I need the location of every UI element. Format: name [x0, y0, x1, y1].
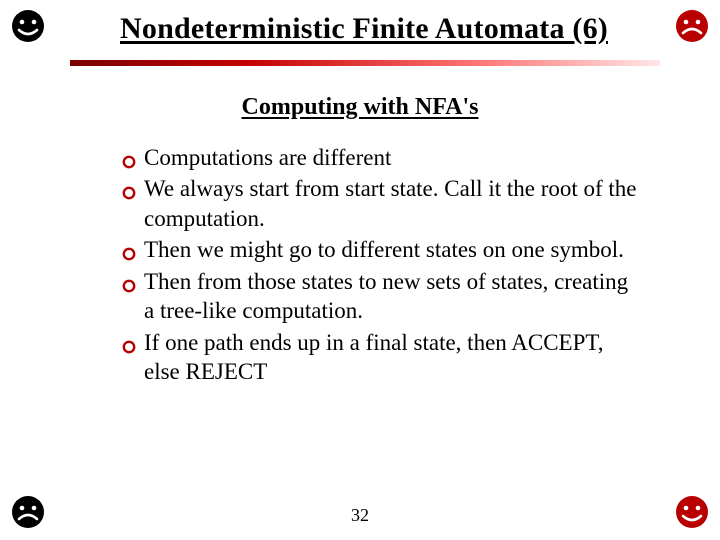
corner-icon-top-left	[10, 8, 46, 44]
list-item-text: We always start from start state. Call i…	[144, 176, 637, 230]
list-item-text: If one path ends up in a final state, th…	[144, 330, 603, 384]
list-item-text: Then we might go to different states on …	[144, 237, 624, 262]
bullet-icon	[122, 147, 136, 161]
slide-title: Nondeterministic Finite Automata (6)	[88, 12, 640, 46]
bullet-icon	[122, 178, 136, 192]
title-wrap: Nondeterministic Finite Automata (6)	[88, 12, 640, 46]
title-underline-rule	[70, 60, 660, 66]
list-item-text: Computations are different	[144, 145, 391, 170]
list-item: Then we might go to different states on …	[122, 235, 638, 264]
list-item: Computations are different	[122, 143, 638, 172]
bullet-icon	[122, 271, 136, 285]
bullet-list: Computations are different We always sta…	[122, 143, 638, 387]
bullet-icon	[122, 239, 136, 253]
corner-icon-top-right	[674, 8, 710, 44]
list-item-text: Then from those states to new sets of st…	[144, 269, 628, 323]
list-item: Then from those states to new sets of st…	[122, 267, 638, 326]
slide: Nondeterministic Finite Automata (6) Com…	[0, 0, 720, 540]
bullet-icon	[122, 332, 136, 346]
slide-subtitle: Computing with NFA's	[30, 94, 690, 121]
list-item: We always start from start state. Call i…	[122, 174, 638, 233]
page-number: 32	[0, 505, 720, 526]
list-item: If one path ends up in a final state, th…	[122, 328, 638, 387]
